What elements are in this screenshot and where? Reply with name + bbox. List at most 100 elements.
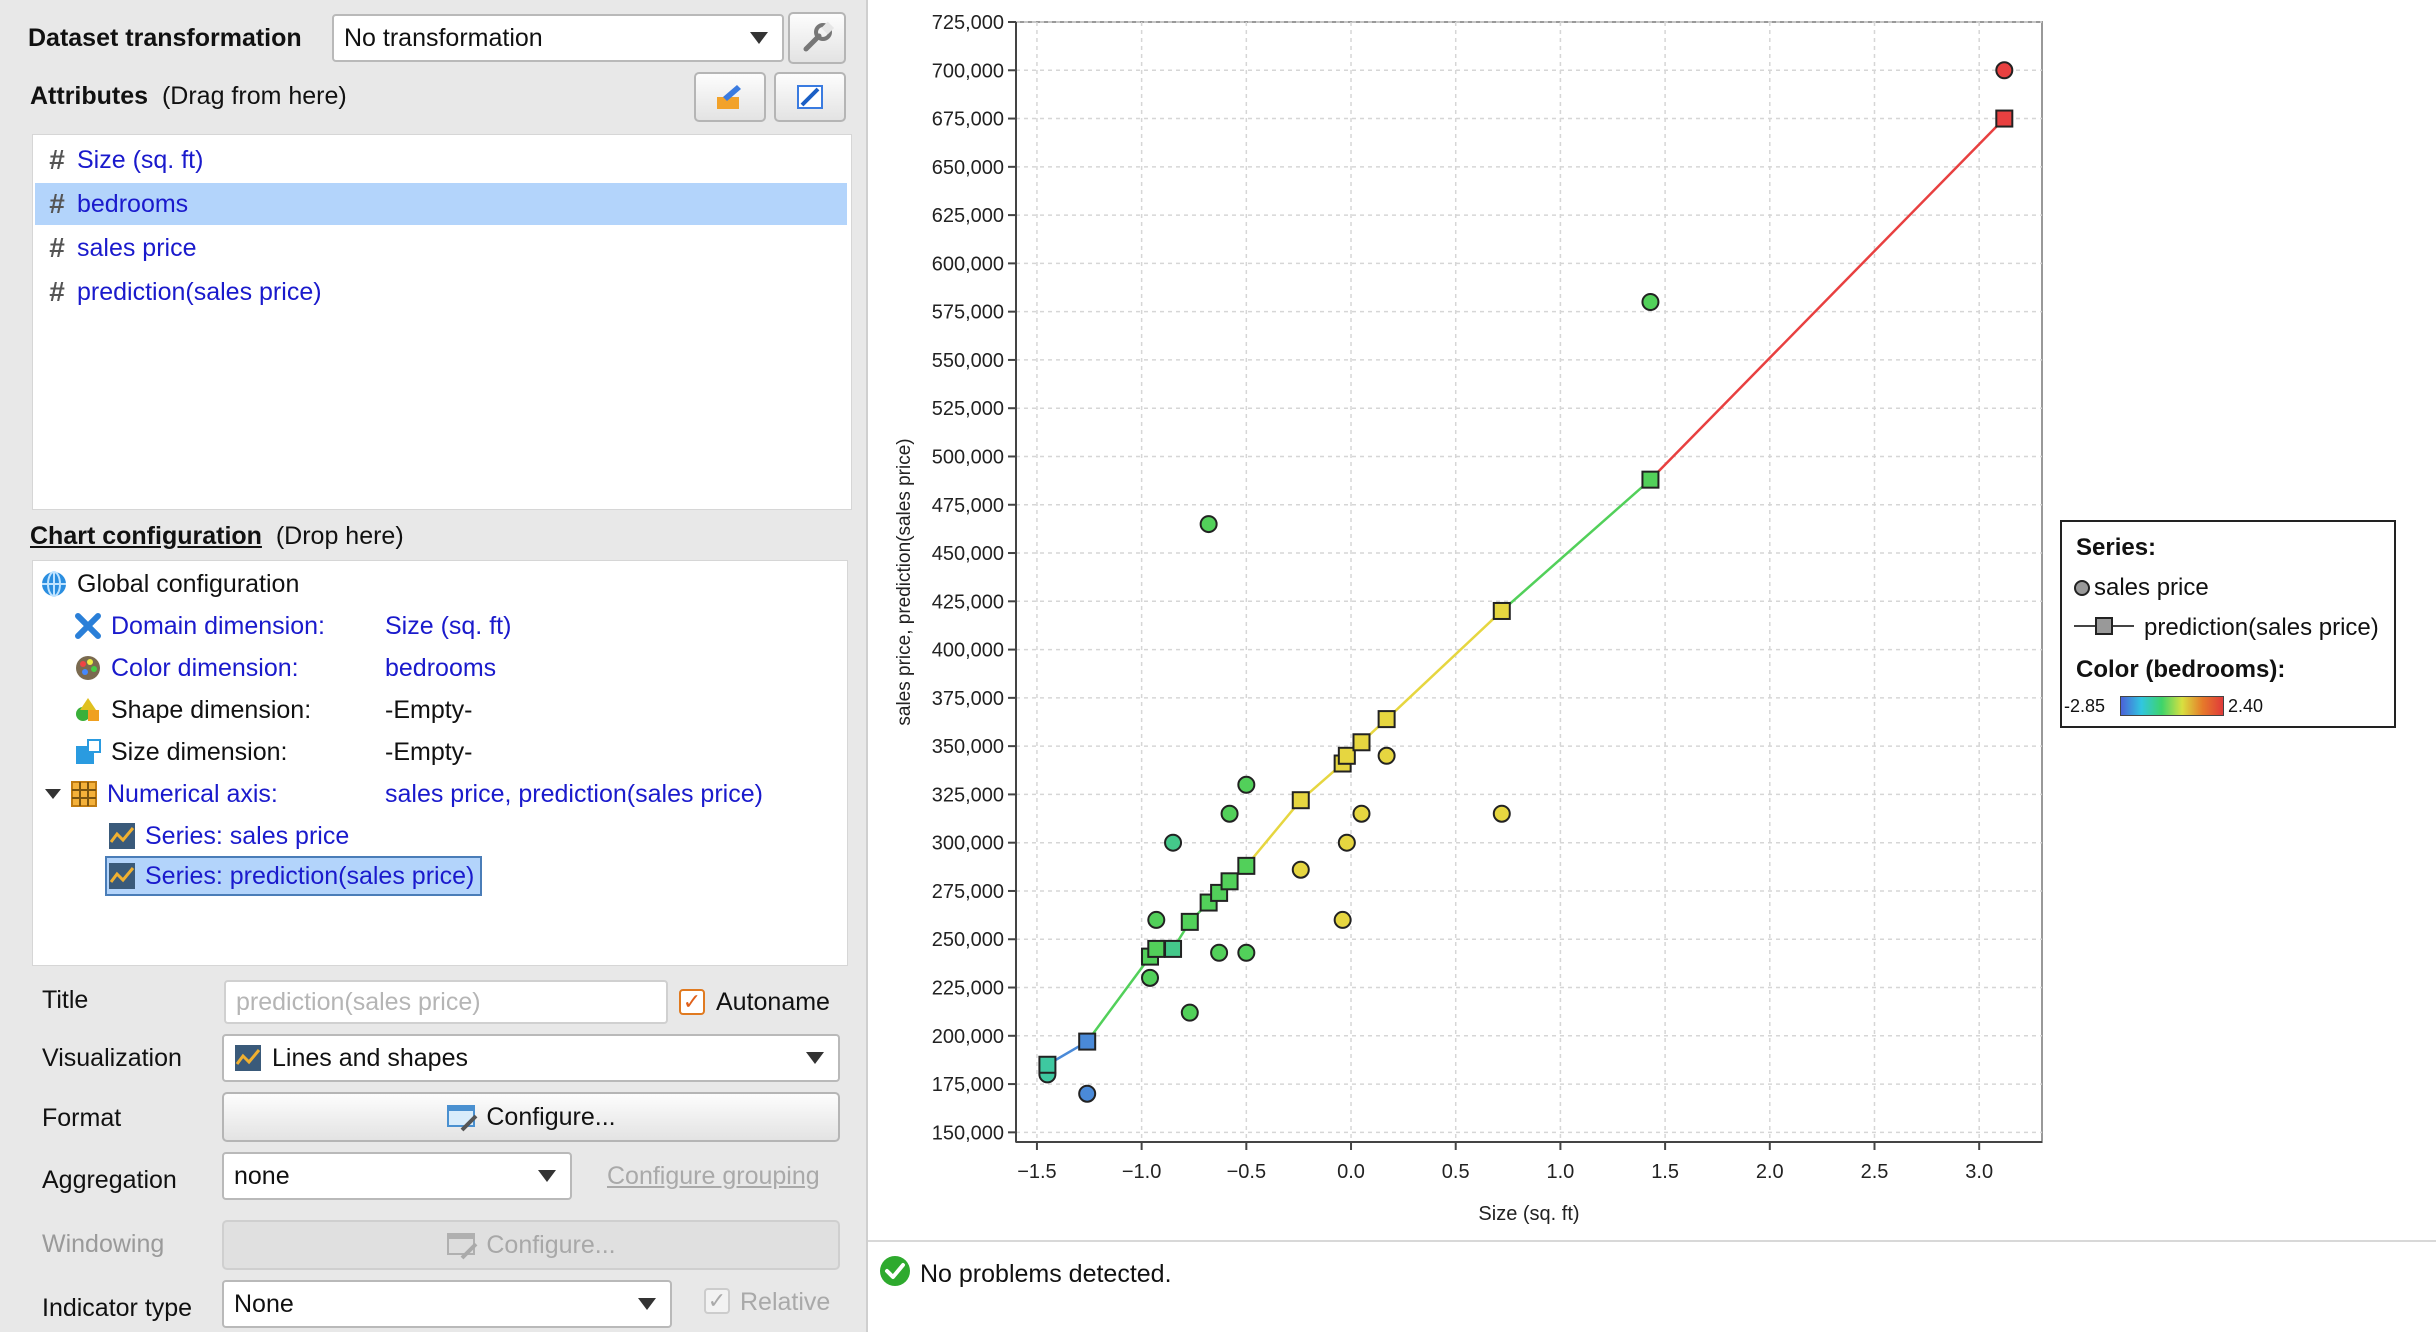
prediction-point[interactable] (1352, 733, 1371, 752)
aggregation-label: Aggregation (42, 1166, 177, 1194)
tree-item-label: Series: sales price (145, 821, 350, 850)
attribute-name: prediction(sales price) (77, 277, 322, 306)
prediction-point[interactable] (1641, 470, 1660, 489)
tree-item-series[interactable]: Series: sales price (107, 816, 349, 856)
prediction-point[interactable] (1337, 746, 1356, 765)
tree-item-series-selected[interactable]: Series: prediction(sales price) (105, 856, 483, 896)
scatter-chart[interactable]: 150,000 175,000 200,000 225,000 250,000 275,0… (868, 0, 2436, 1240)
x-tick-label: 2.0 (1756, 1161, 1784, 1183)
attribute-item[interactable]: # sales price (35, 227, 847, 269)
palette-icon (73, 653, 103, 683)
sales-price-point[interactable] (1078, 1084, 1097, 1103)
windowing-configure-button[interactable]: Configure... (222, 1220, 840, 1270)
y-tick-label: 475,000 (932, 495, 1004, 517)
autoname-checkbox[interactable]: ✓ (679, 989, 705, 1015)
sales-price-point[interactable] (1291, 860, 1310, 879)
y-tick-label: 625,000 (932, 205, 1004, 227)
prediction-point[interactable] (1291, 791, 1310, 810)
wrench-button[interactable] (788, 12, 846, 64)
indicator-type-select[interactable]: None (222, 1280, 672, 1328)
attributes-hint: (Drag from here) (161, 82, 347, 110)
wrench-icon (803, 21, 834, 52)
sales-price-point[interactable] (1641, 293, 1660, 311)
attribute-item[interactable]: # Size (sq. ft) (35, 139, 847, 181)
sales-price-point[interactable] (1492, 804, 1511, 823)
legend-item-prediction: prediction(sales price) (2144, 614, 2379, 641)
configure-icon (447, 1105, 478, 1132)
prediction-point[interactable] (1180, 912, 1199, 931)
chevron-down-icon (638, 1298, 656, 1310)
chart-legend: Series: sales price prediction(sales pri… (2060, 520, 2396, 728)
sales-price-point[interactable] (1337, 833, 1356, 852)
attribute-name: sales price (77, 233, 197, 262)
prediction-line-segment (1385, 610, 1503, 721)
chevron-down-icon (750, 32, 768, 44)
prediction-point[interactable] (1995, 109, 2014, 128)
sales-price-point[interactable] (1199, 515, 1218, 534)
attribute-item[interactable]: # prediction(sales price) (35, 271, 847, 313)
aggregation-select[interactable]: none (222, 1152, 572, 1200)
prediction-point[interactable] (1492, 601, 1511, 620)
visualization-select[interactable]: Lines and shapes (222, 1034, 840, 1082)
create-attribute-button[interactable] (694, 72, 766, 122)
attribute-name: bedrooms (77, 189, 189, 218)
windowing-configure-label: Configure... (486, 1230, 616, 1259)
tree-item-size[interactable]: Size dimension: -Empty- (73, 732, 833, 772)
prediction-point[interactable] (1164, 939, 1183, 958)
x-tick-label: 0.5 (1442, 1161, 1470, 1183)
x-tick-label: −1.5 (1017, 1161, 1056, 1183)
sales-price-point[interactable] (1377, 746, 1396, 765)
sales-price-point[interactable] (1180, 1003, 1199, 1022)
y-tick-label: 425,000 (932, 591, 1004, 613)
tree-item-numerical-axis[interactable]: Numerical axis: sales price, prediction(… (37, 774, 837, 814)
tree-item-domain[interactable]: Domain dimension: Size (sq. ft) (73, 606, 833, 646)
sales-price-point[interactable] (1147, 910, 1166, 929)
prediction-point[interactable] (1377, 710, 1396, 729)
create-attribute-icon (717, 85, 741, 109)
x-tick-label: −0.5 (1227, 1161, 1266, 1183)
plot-area (1015, 21, 2043, 1143)
y-tick-label: 400,000 (932, 640, 1004, 662)
configuration-panel: Dataset transformation No transformation… (0, 0, 868, 1332)
sales-price-point[interactable] (1333, 910, 1352, 929)
sales-price-point[interactable] (1164, 833, 1183, 852)
tree-item-label: Color dimension: (111, 653, 299, 682)
y-tick-label: 550,000 (932, 350, 1004, 372)
sales-price-point[interactable] (1210, 943, 1229, 962)
y-tick-label: 500,000 (932, 446, 1004, 468)
sales-price-point[interactable] (1995, 61, 2014, 80)
chart-configuration-tree: Global configuration Domain dimension: S… (32, 560, 848, 966)
status-bar: No problems detected. (868, 1240, 2436, 1332)
y-tick-label: 175,000 (932, 1074, 1004, 1096)
relative-label: Relative (740, 1288, 831, 1316)
format-configure-button[interactable]: Configure... (222, 1092, 840, 1142)
prediction-point[interactable] (1220, 872, 1239, 891)
prediction-point[interactable] (1038, 1055, 1057, 1074)
attributes-title: Attributes (Drag from here) (30, 82, 347, 111)
tree-item-color[interactable]: Color dimension: bedrooms (73, 648, 833, 688)
attribute-item-selected[interactable]: # bedrooms (35, 183, 847, 225)
sales-price-point[interactable] (1220, 804, 1239, 823)
autoname-label: Autoname (716, 988, 830, 1016)
relative-checkbox[interactable]: ✓ (704, 1288, 730, 1314)
sales-price-point[interactable] (1237, 775, 1256, 794)
collapse-triangle-icon[interactable] (37, 788, 69, 800)
sales-price-point[interactable] (1237, 943, 1256, 962)
prediction-point[interactable] (1147, 939, 1166, 958)
prediction-point[interactable] (1078, 1032, 1097, 1051)
numeric-icon: # (49, 232, 65, 263)
edit-attribute-button[interactable] (774, 72, 846, 122)
sales-price-point[interactable] (1352, 804, 1371, 823)
y-tick-label: 675,000 (932, 109, 1004, 131)
sales-price-point[interactable] (1141, 968, 1160, 987)
tree-item-global[interactable]: Global configuration (39, 564, 299, 604)
configure-grouping-link[interactable]: Configure grouping (607, 1162, 820, 1190)
title-input[interactable]: prediction(sales price) (224, 980, 668, 1024)
format-configure-label: Configure... (486, 1102, 616, 1131)
y-tick-label: 300,000 (932, 833, 1004, 855)
tree-item-label: Global configuration (77, 569, 300, 598)
y-tick-label: 700,000 (932, 60, 1004, 82)
prediction-point[interactable] (1237, 856, 1256, 875)
tree-item-shape[interactable]: Shape dimension: -Empty- (73, 690, 833, 730)
dataset-transformation-select[interactable]: No transformation (332, 14, 784, 62)
